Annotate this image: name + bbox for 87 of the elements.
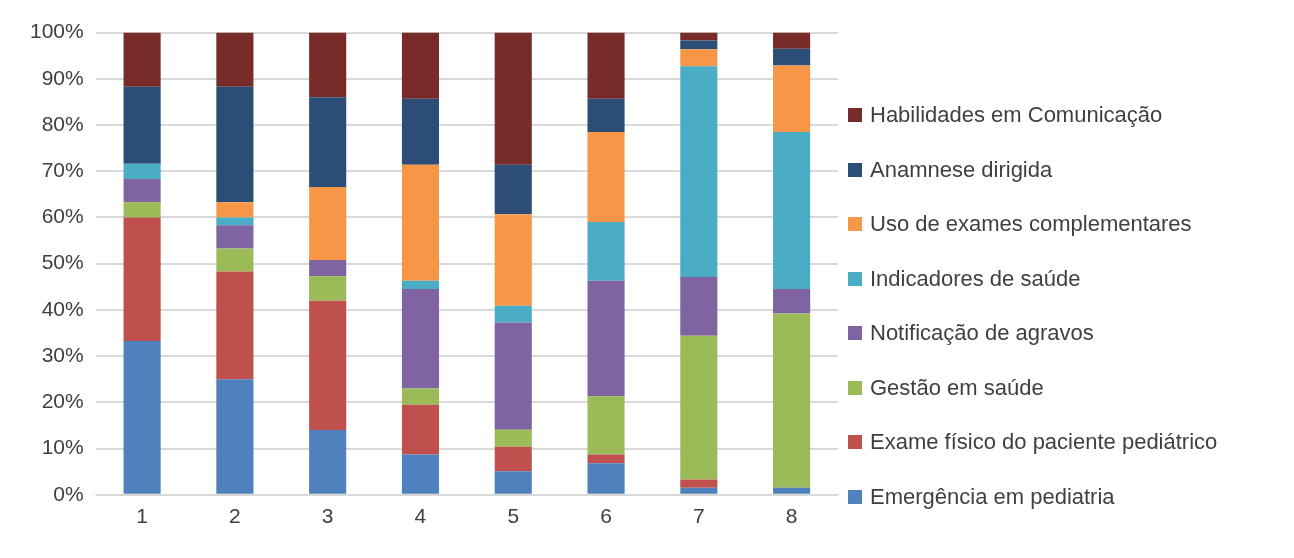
bar <box>680 479 718 488</box>
bar <box>123 217 161 341</box>
bar <box>309 430 347 494</box>
bar <box>494 164 532 215</box>
bar <box>587 32 625 99</box>
bar <box>123 86 161 164</box>
legend-label: Notificação de agravos <box>870 320 1094 347</box>
bar <box>773 487 811 494</box>
y-tick-label: 0% <box>53 481 84 505</box>
bar <box>494 305 532 323</box>
bar <box>309 276 347 301</box>
bar <box>309 32 347 98</box>
legend-label: Habilidades em Comunicação <box>870 102 1163 129</box>
bar <box>680 49 718 67</box>
bar <box>309 186 347 260</box>
legend-label: Anamnese dirigida <box>870 156 1053 183</box>
legend-label: Indicadores de saúde <box>870 265 1081 292</box>
bar <box>123 202 161 218</box>
bar <box>401 164 440 281</box>
bar <box>587 222 625 281</box>
bar <box>587 396 625 455</box>
x-tick-label: 7 <box>692 504 705 528</box>
legend-label: Uso de exames complementares <box>870 211 1192 238</box>
bar <box>216 86 254 203</box>
bar <box>494 429 532 447</box>
y-tick-label: 60% <box>41 204 84 228</box>
legend-label: Gestão em saúde <box>870 374 1044 401</box>
bar <box>773 289 811 314</box>
bar <box>401 454 440 494</box>
bar <box>587 131 625 223</box>
bar <box>494 214 532 306</box>
bar <box>587 454 625 464</box>
y-tick-label: 10% <box>41 435 84 459</box>
bar <box>680 277 718 336</box>
bar <box>309 300 347 431</box>
bar <box>216 202 254 218</box>
bar <box>773 32 811 49</box>
bar <box>123 340 161 494</box>
bar <box>123 163 161 180</box>
y-tick-label: 50% <box>41 250 84 274</box>
x-tick-label: 1 <box>136 504 148 528</box>
x-tick-label: 6 <box>600 504 612 528</box>
bar <box>123 179 161 203</box>
bar <box>401 289 440 389</box>
bar <box>587 98 625 132</box>
bar <box>680 487 718 494</box>
bar <box>494 471 532 494</box>
x-tick-label: 3 <box>321 504 334 528</box>
bar <box>216 217 254 226</box>
y-tick-label: 20% <box>41 389 84 413</box>
y-tick-label: 40% <box>41 296 84 320</box>
bar <box>773 313 811 488</box>
y-tick-label: 70% <box>41 158 84 182</box>
bar <box>494 446 532 472</box>
bar <box>401 32 440 99</box>
bar <box>216 225 254 249</box>
y-tick-label: 100% <box>29 19 84 43</box>
bar <box>123 32 161 87</box>
bar <box>216 248 254 272</box>
bar <box>216 271 254 380</box>
x-tick-label: 5 <box>507 504 520 528</box>
bar <box>401 98 440 165</box>
x-tick-label: 8 <box>785 504 798 528</box>
bar <box>587 280 625 397</box>
bar <box>680 335 718 480</box>
bar <box>494 322 532 430</box>
bar <box>309 260 347 277</box>
legend-label: Emergência em pediatria <box>870 483 1115 510</box>
bar <box>680 40 718 50</box>
bar <box>587 463 625 494</box>
x-tick-label: 2 <box>229 504 241 528</box>
legend-label: Exame físico do paciente pediátrico <box>870 429 1218 456</box>
bar <box>216 32 254 87</box>
bar <box>216 379 254 494</box>
bar <box>773 131 811 290</box>
y-tick-label: 90% <box>41 65 84 89</box>
bar <box>773 48 811 66</box>
bar <box>773 65 811 132</box>
y-tick-label: 80% <box>41 111 84 135</box>
bar <box>401 388 440 405</box>
bar <box>309 97 347 187</box>
bar <box>401 404 440 455</box>
bar <box>680 66 718 278</box>
y-tick-label: 30% <box>41 342 84 366</box>
x-tick-label: 4 <box>414 504 427 528</box>
bar <box>494 32 532 165</box>
bar <box>401 280 440 290</box>
